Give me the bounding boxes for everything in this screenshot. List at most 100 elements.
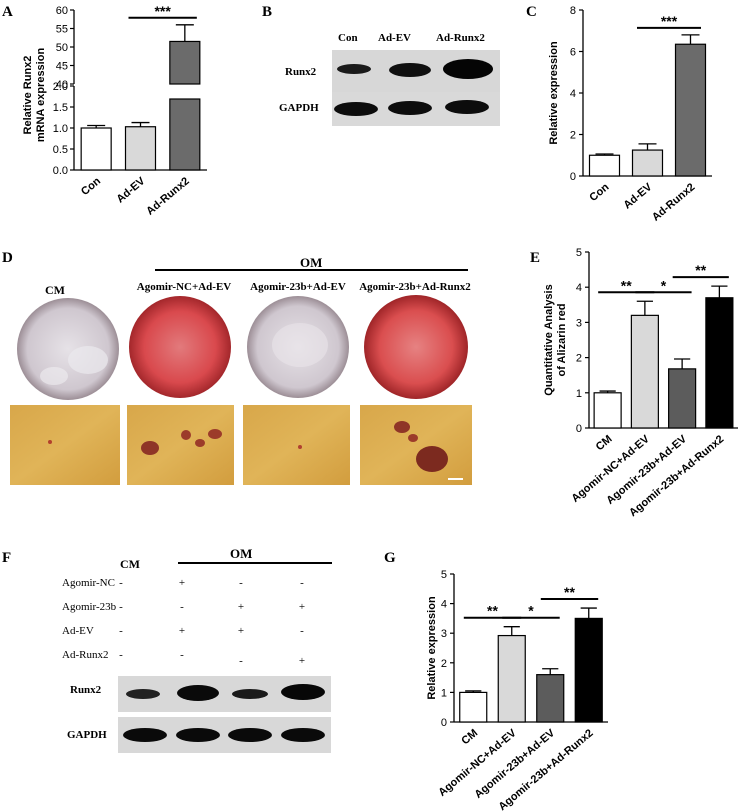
blot-f-runx2-band-1 <box>126 689 160 699</box>
blot-f-mark-1-1: - <box>180 601 184 613</box>
blot-b-gapdh-band-ad-runx2 <box>445 100 489 114</box>
G-bar-1 <box>497 634 526 723</box>
a-bar-1 <box>124 126 157 171</box>
blot-f-mark-0-0: - <box>119 577 123 589</box>
a-y-tick-label: 0.0 <box>53 165 68 177</box>
a-bar-0 <box>80 127 112 171</box>
C-y-tick-label: 6 <box>570 47 576 59</box>
blot-f-mark-2-2: + <box>238 625 244 637</box>
C-y-tick-label: 2 <box>570 130 576 142</box>
a-y-axis-label: mRNA expression <box>35 48 47 143</box>
blot-b-runx2-band-ad-runx2 <box>443 59 493 79</box>
stain-d-dish-agomir-nc-ad-ev <box>129 296 231 398</box>
blot-b-lane-ad-runx2: Ad-Runx2 <box>436 32 485 44</box>
G-y-tick-label: 1 <box>441 687 447 699</box>
blot-f-mark-1-3: + <box>299 601 305 613</box>
E-bar-1 <box>630 314 659 429</box>
blot-f-gapdh-band-1 <box>123 728 167 742</box>
stain-d-micro-agomir-23b-ad-runx2-nodule-1 <box>394 421 410 433</box>
G-significance-label-0: ** <box>487 603 498 619</box>
a-y-tick-label: 0.5 <box>53 144 68 156</box>
stain-d-dish-cm-shade-2 <box>40 367 68 385</box>
stain-d-group-agomir-23b-ad-ev: Agomir-23b+Ad-EV <box>250 281 346 293</box>
E-x-tick-label-0: CM <box>594 433 615 453</box>
a-y-tick-label: 40 <box>56 79 68 91</box>
E-bar-0 <box>593 392 622 429</box>
E-significance-label-0: ** <box>621 277 632 293</box>
C-x-tick-label-2: Ad-Runx2 <box>650 181 698 224</box>
G-y-tick-label: 3 <box>441 628 447 640</box>
a-y-tick-label: 50 <box>56 42 68 54</box>
a-y-tick-label: 55 <box>56 24 68 36</box>
blot-b-lane-con: Con <box>338 32 358 44</box>
C-bar-1 <box>631 149 664 177</box>
stain-d-micro-agomir-nc-ad-ev-nodule-4 <box>195 439 205 447</box>
E-y-tick-label: 0 <box>576 423 582 435</box>
blot-f-mark-3-1: - <box>180 649 184 661</box>
chart-g-relative-expression: 012345CMAgomir-NC+Ad-EVAgomir-23b+Ad-EVA… <box>426 569 608 812</box>
stain-d-micro-agomir-23b-ad-ev <box>243 405 350 485</box>
E-y-axis-label: of Alizarin red <box>556 304 568 377</box>
blot-b-runx2-band-con <box>337 64 371 74</box>
G-significance-label-2: ** <box>564 584 575 600</box>
blot-f-runx2-band-3 <box>232 689 268 699</box>
E-y-tick-label: 2 <box>576 353 582 365</box>
panel-label-a: A <box>2 4 13 20</box>
chart-e-alizarin-red: 012345CMAgomir-NC+Ad-EVAgomir-23b+Ad-EVA… <box>543 247 738 519</box>
stain-d-micro-agomir-nc-ad-ev-nodule-2 <box>181 430 191 440</box>
blot-b-runx2-band-ad-ev <box>389 63 431 77</box>
E-bar-2 <box>668 368 697 429</box>
stain-d-micro-agomir-nc-ad-ev-nodule-3 <box>208 429 222 439</box>
C-bar-0 <box>588 154 621 177</box>
G-y-axis-label: Relative expression <box>426 596 438 700</box>
C-y-axis-label: Relative expression <box>548 41 560 145</box>
stain-d-dish-cm-shade <box>68 346 108 374</box>
panel-label-d: D <box>2 250 13 266</box>
stain-d-om-label: OM <box>300 255 322 270</box>
C-x-tick-label-1: Ad-EV <box>621 181 655 212</box>
a-bar-2-upper <box>169 40 201 85</box>
a-y-tick-label: 1.0 <box>53 123 68 135</box>
G-y-tick-label: 2 <box>441 658 447 670</box>
stain-d-dish-cm <box>17 298 119 400</box>
blot-f-mark-0-1: + <box>179 577 185 589</box>
blot-f-row-runx2: Runx2 <box>70 684 102 696</box>
G-bar-0 <box>459 691 488 723</box>
blot-f-runx2-band-2 <box>177 685 219 701</box>
stain-d-micro-agomir-23b-ad-runx2 <box>360 405 472 485</box>
E-significance-label-2: ** <box>695 262 706 278</box>
blot-f-mark-0-3: - <box>300 577 304 589</box>
panel-label-b: B <box>262 4 272 20</box>
stain-d-dish-agomir-23b-ad-ev-shade <box>272 323 328 367</box>
G-bar-3 <box>574 617 603 723</box>
a-x-tick-label-2: Ad-Runx2 <box>144 175 192 218</box>
E-y-axis-label: Quantitative Analysis <box>543 284 555 395</box>
stain-d-group-agomir-nc-ad-ev: Agomir-NC+Ad-EV <box>137 281 232 293</box>
blot-b-gapdh-band-con <box>334 102 378 116</box>
blot-f-row-gapdh: GAPDH <box>67 729 107 741</box>
stain-d-micro-cm <box>10 405 120 485</box>
G-bar-2 <box>536 674 565 723</box>
C-y-tick-label: 8 <box>570 5 576 17</box>
E-bar-3 <box>705 297 734 429</box>
a-y-tick-label: 1.5 <box>53 102 68 114</box>
stain-d-micro-agomir-23b-ad-runx2-nodule-3 <box>416 446 448 472</box>
blot-f-treatment-table: Agomir-NC - + - -Agomir-23b - - + +Ad-EV - + + -Ad-R… <box>62 577 305 667</box>
stain-d-dish-agomir-23b-ad-runx2 <box>364 295 468 399</box>
blot-f-om-label: OM <box>230 546 252 561</box>
C-y-tick-label: 4 <box>570 88 576 100</box>
panel-label-c: C <box>526 4 537 20</box>
stain-d: OM CM Agomir-NC+Ad-EV Agomir-23b+Ad-EV A… <box>10 255 472 485</box>
panel-label-e: E <box>530 250 540 266</box>
blot-f-treatment-label-1: Agomir-23b <box>62 601 117 613</box>
a-x-tick-label-1: Ad-EV <box>114 175 148 206</box>
stain-d-micro-agomir-nc-ad-ev-nodule-1 <box>141 441 159 455</box>
C-y-tick-label: 0 <box>570 171 576 183</box>
blot-f-gapdh-band-3 <box>228 728 272 742</box>
stain-d-micro-agomir-23b-ad-runx2-nodule-2 <box>408 434 418 442</box>
blot-f-mark-3-2: - <box>239 655 243 667</box>
G-y-tick-label: 5 <box>441 569 447 581</box>
C-bar-2 <box>674 43 707 177</box>
scale-bar <box>448 478 463 480</box>
blot-b: Con Ad-EV Ad-Runx2 Runx2 GAPDH <box>279 32 500 126</box>
